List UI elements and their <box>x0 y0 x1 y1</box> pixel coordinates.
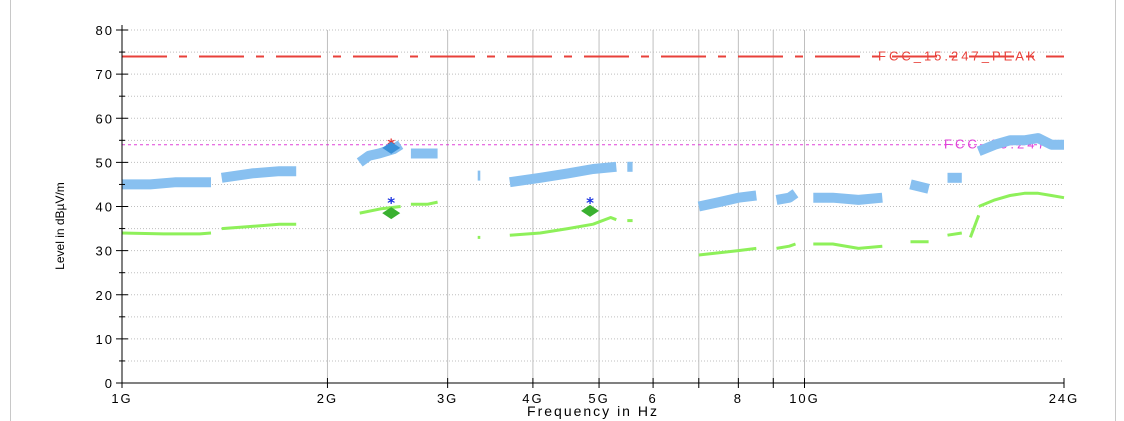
x-tick-label: 5G <box>588 391 609 406</box>
diamond-marker <box>382 141 401 154</box>
grid <box>122 29 1064 383</box>
y-tick-label: 60 <box>96 111 114 126</box>
y-tick-label: 50 <box>96 155 114 170</box>
y-tick-label: 30 <box>96 244 114 259</box>
diamond-marker <box>581 204 600 217</box>
markers-layer: *** <box>382 135 600 220</box>
series-layer <box>121 133 1065 257</box>
x-tick-label: 24G <box>1049 391 1080 406</box>
diamond-marker <box>382 207 401 220</box>
x-tick-label: 10G <box>789 391 820 406</box>
trace-segment <box>509 216 617 237</box>
limit-label: FCC_15.247_PEAK <box>878 48 1039 63</box>
series-trace <box>122 133 1064 212</box>
axes: 0 10 20 30 40 50 60 70 80 1G 2G 3G 4G 5G 6 8 10G 24G <box>96 23 1080 406</box>
trace-segment <box>978 191 1065 208</box>
star-marker: * <box>387 194 395 212</box>
x-tick-label: 8 <box>734 391 743 406</box>
x-tick-label: 3G <box>437 391 458 406</box>
trace-segment <box>909 179 930 194</box>
y-tick-label: 70 <box>96 67 114 82</box>
trace-segment <box>776 242 797 250</box>
trace-segment <box>813 192 883 205</box>
x-tick-label: 1G <box>111 391 132 406</box>
series-trace <box>121 191 1065 257</box>
x-tick-label: 4G <box>522 391 543 406</box>
y-tick-label: 40 <box>96 200 114 215</box>
trace-segment <box>947 231 963 237</box>
y-tick-label: 20 <box>96 288 114 303</box>
trace-segment <box>697 190 757 212</box>
trace-segment <box>968 214 981 238</box>
trace-segment <box>121 231 212 236</box>
trace-segment <box>813 242 883 250</box>
y-tick-label: 0 <box>105 376 114 391</box>
trace-segment <box>410 200 438 206</box>
trace-segment <box>220 166 297 183</box>
trace-segment <box>775 189 799 205</box>
trace-segment <box>698 246 757 257</box>
trace-segment <box>976 133 1064 156</box>
x-tick-label: 2G <box>317 391 338 406</box>
y-axis-label: Level in dBµV/m <box>53 182 67 270</box>
y-tick-label: 10 <box>96 332 114 347</box>
x-axis-label: Frequency in Hz <box>527 403 659 419</box>
trace-segment <box>221 222 297 231</box>
trace-segment <box>122 177 211 190</box>
frame-border <box>10 0 1116 421</box>
y-tick-label: 80 <box>96 23 114 38</box>
trace-segment <box>359 205 401 215</box>
trace-segment <box>509 161 617 188</box>
star-marker: * <box>586 194 594 212</box>
x-tick-label: 6 <box>648 391 657 406</box>
